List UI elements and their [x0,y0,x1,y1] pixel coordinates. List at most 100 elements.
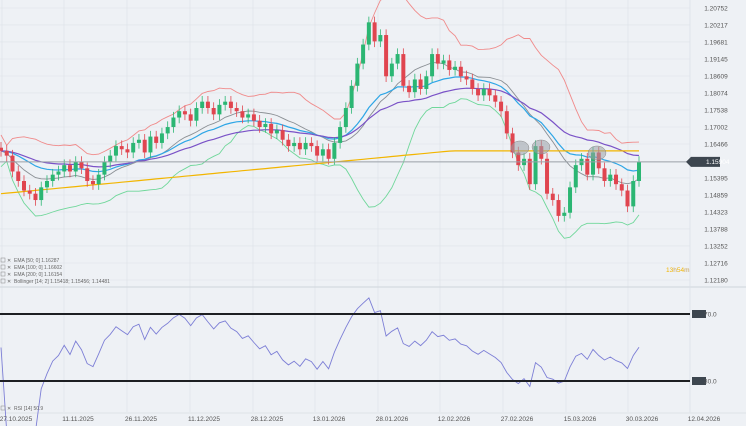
candle [205,95,210,114]
candle [27,184,32,200]
candle [499,95,504,117]
candle-body [545,158,550,194]
candle [125,143,130,159]
candle [194,102,199,127]
candle-body [286,139,291,147]
candle [470,73,475,95]
candle [464,70,469,86]
close-icon: ✕ [7,272,11,278]
candle [257,114,262,133]
candle [159,127,164,149]
candle [217,99,222,121]
eye-icon [0,405,6,411]
candle [355,57,360,92]
candle [50,168,55,187]
candle-body [441,60,446,64]
candle [614,168,619,190]
candle [366,16,371,51]
candle [119,140,124,155]
candle-body [458,66,463,77]
price-tick-label: 1.18609 [704,73,728,80]
price-tick-label: 1.20217 [704,22,728,29]
candle-body [16,171,21,181]
ema-lines [0,76,640,195]
timer-part: m [684,267,689,274]
candle [182,105,187,121]
candle-body [510,133,515,153]
candle [177,105,182,124]
close-icon: ✕ [7,258,11,264]
candle [585,153,590,181]
candle-body [257,120,262,128]
candle [211,102,216,121]
candle [200,95,205,114]
candle-body [171,117,176,128]
candle-body [619,184,624,191]
candle [102,156,107,181]
candle-body [10,155,15,172]
candle [441,54,446,70]
highlight-ellipse [510,140,530,156]
candle-body [234,108,239,112]
date-tick-label: 26.11.2025 [125,416,157,423]
candle-body [39,187,44,201]
price-axis[interactable]: 1.20752 1.20217 1.19681 1.19145 1.18609 1.180… [0,5,730,284]
candle-body [50,174,55,181]
candle-body [470,79,475,89]
candle [332,137,337,165]
candle-body [493,95,498,102]
candle-body [320,149,325,156]
candle [361,38,366,70]
candle [309,137,314,152]
candle [67,159,72,178]
candle-body [297,142,302,150]
candle-body [401,54,406,86]
price-tick-label: 1.14859 [704,192,728,199]
candle [136,134,141,149]
candle [297,137,302,155]
candle [131,137,136,159]
rsi-level-label: 30.0 [704,378,717,385]
candle [16,165,21,187]
rsi-pane[interactable]: 70.0 30.0 ✕ RSI [14] 50.9 [0,297,717,426]
candle [424,70,429,95]
candle [154,130,159,149]
candle-body [527,158,532,185]
candle-body [159,133,164,143]
date-tick-label: 11.12.2025 [188,416,220,423]
ema-50-line [0,76,640,173]
candle-body [591,152,596,175]
candle-body [378,35,383,42]
candle [568,181,573,219]
candle [320,143,325,162]
candle-body [384,35,389,77]
candle [527,153,532,190]
candle-body [424,76,429,89]
candle-body [136,139,141,143]
candle-body [108,155,113,162]
date-axis[interactable]: 27.10.2025 11.11.2025 26.11.2025 11.12.2025… [0,416,721,423]
candle [556,194,561,222]
candle-body [292,142,297,147]
candle-body [464,76,469,80]
price-tick-label: 1.12716 [704,260,728,267]
legend-entry: EMA [200; 0] 1.16154 [14,272,62,278]
candle-body [4,150,9,156]
eye-icon [0,264,6,270]
candle [625,184,630,213]
candle-body [223,101,228,105]
rsi-line [0,297,640,426]
candle [188,108,193,127]
candle [113,140,118,162]
candle [637,156,641,187]
candle-body [395,54,400,64]
candle [303,137,308,155]
candle-body [361,44,366,64]
candle [395,48,400,70]
price-tick-label: 1.16466 [704,141,728,148]
candle-body [481,88,486,96]
candle-body [343,108,348,128]
candle-body [148,136,153,153]
